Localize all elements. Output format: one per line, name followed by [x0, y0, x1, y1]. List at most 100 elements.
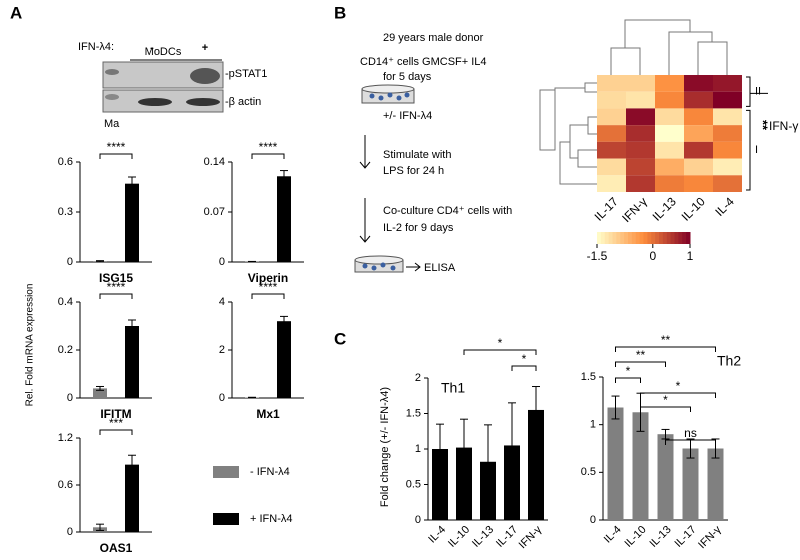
- bar: [607, 407, 624, 520]
- bar: [707, 448, 724, 520]
- x-axis-label: ISG15: [99, 271, 133, 285]
- y-axis-label: Fold change (+/- IFN-λ4): [379, 387, 391, 507]
- colorbar-step: [670, 232, 675, 244]
- bar: [456, 447, 472, 520]
- significance-bracket: [99, 293, 133, 299]
- y-tick-label: 0.2: [58, 344, 73, 356]
- colorbar-step: [678, 232, 683, 244]
- panel-label: A: [10, 3, 22, 22]
- colorbar-step: [643, 232, 648, 244]
- blot-band: [138, 98, 172, 106]
- heatmap-cell: [597, 91, 626, 109]
- colorbar-tick-label: 1: [687, 249, 694, 263]
- y-tick-label: 0: [67, 526, 73, 538]
- error-bar: [128, 454, 136, 475]
- significance-bracket: [615, 377, 641, 383]
- protocol-text: ELISA: [424, 262, 456, 274]
- legend-label: + IFN-λ4: [250, 513, 292, 525]
- y-tick-label: 0.6: [58, 479, 73, 491]
- x-tick-label: IL-17: [672, 524, 698, 550]
- significance-bracket: [665, 439, 716, 445]
- heatmap-cell: [684, 125, 713, 142]
- significance-label: **: [661, 333, 671, 347]
- colorbar-step: [651, 232, 656, 244]
- heatmap-cell: [684, 158, 713, 176]
- colorbar-step: [620, 232, 625, 244]
- error-bar: [686, 438, 695, 459]
- significance-label: ****: [107, 140, 126, 154]
- y-tick-label: 1: [415, 443, 421, 455]
- bar: [125, 464, 139, 532]
- significance-label: *: [626, 364, 631, 378]
- legend-swatch: [213, 513, 239, 525]
- protocol-text: Co-culture CD4⁺ cells with: [383, 205, 512, 217]
- heatmap-cell: [655, 75, 684, 92]
- legend-label: - IFN-λ4: [250, 466, 290, 478]
- band-label: -β actin: [225, 96, 261, 108]
- bar: [125, 183, 139, 262]
- significance-label: *: [663, 393, 668, 407]
- blot-band: [190, 68, 220, 84]
- arrow: [359, 198, 371, 243]
- heatmap-cell: [684, 141, 713, 159]
- y-axis-label: Rel. Fold mRNA expression: [25, 284, 36, 407]
- bar: [682, 448, 699, 520]
- panel-label: C: [334, 329, 346, 348]
- y-tick-label: 1.5: [581, 371, 596, 383]
- y-tick-label: 0.14: [204, 156, 225, 168]
- colorbar-step: [659, 232, 664, 244]
- heatmap-cell: [713, 91, 742, 109]
- y-tick-label: 0.07: [204, 206, 225, 218]
- column-label: IL-10: [679, 194, 708, 223]
- cluster-label: I: [755, 144, 758, 156]
- x-tick-label: IL-4: [426, 524, 448, 546]
- y-tick-label: 0: [67, 392, 73, 404]
- arrow: [406, 262, 421, 272]
- heatmap-cell: [655, 158, 684, 176]
- protocol-text: 29 years male donor: [383, 32, 484, 44]
- cluster-test-label: **: [756, 120, 771, 131]
- y-tick-label: 0.5: [406, 478, 421, 490]
- heatmap-cell: [626, 125, 655, 142]
- heatmap-cell: [684, 75, 713, 92]
- colorbar-step: [647, 232, 652, 244]
- heatmap-cell: [713, 141, 742, 159]
- error-bar: [611, 395, 620, 420]
- cluster-label: II: [755, 86, 761, 98]
- colorbar-tick-label: 0: [649, 249, 656, 263]
- heatmap-cell: [597, 175, 626, 192]
- heatmap-cell: [655, 125, 684, 142]
- y-tick-label: 0.6: [58, 156, 73, 168]
- heatmap-cell: [713, 158, 742, 176]
- colorbar-step: [631, 232, 637, 244]
- significance-label: ***: [109, 416, 123, 430]
- y-tick-label: 2: [219, 344, 225, 356]
- x-tick-label: IFN-γ: [696, 523, 724, 551]
- significance-bracket: [99, 429, 133, 435]
- error-bar: [96, 523, 104, 531]
- colorbar-step: [655, 232, 660, 244]
- heatmap-cell: [655, 108, 684, 126]
- significance-label: ****: [259, 280, 278, 294]
- colorbar-step: [674, 232, 679, 244]
- x-axis-label: OAS1: [100, 541, 133, 555]
- heatmap-cell: [655, 175, 684, 192]
- heatmap-cell: [597, 125, 626, 142]
- heatmap-cell: [626, 141, 655, 159]
- y-tick-label: 0: [67, 256, 73, 268]
- blot-treatment: IFN-λ4:: [78, 41, 114, 53]
- panel-label: B: [334, 3, 346, 22]
- heatmap-cell: [684, 108, 713, 126]
- bar: [277, 176, 291, 262]
- heatmap-cell: [597, 108, 626, 126]
- heatmap-cell: [684, 175, 713, 192]
- x-tick-label: IL-17: [494, 524, 520, 550]
- error-bar: [280, 170, 288, 183]
- x-tick-label: IL-10: [622, 524, 648, 550]
- error-bar: [128, 319, 136, 333]
- x-tick-label: IL-10: [446, 524, 472, 550]
- lane-label: -: [150, 42, 154, 54]
- colorbar-step: [635, 232, 641, 244]
- heatmap-cell: [626, 108, 655, 126]
- significance-bracket: [640, 406, 691, 412]
